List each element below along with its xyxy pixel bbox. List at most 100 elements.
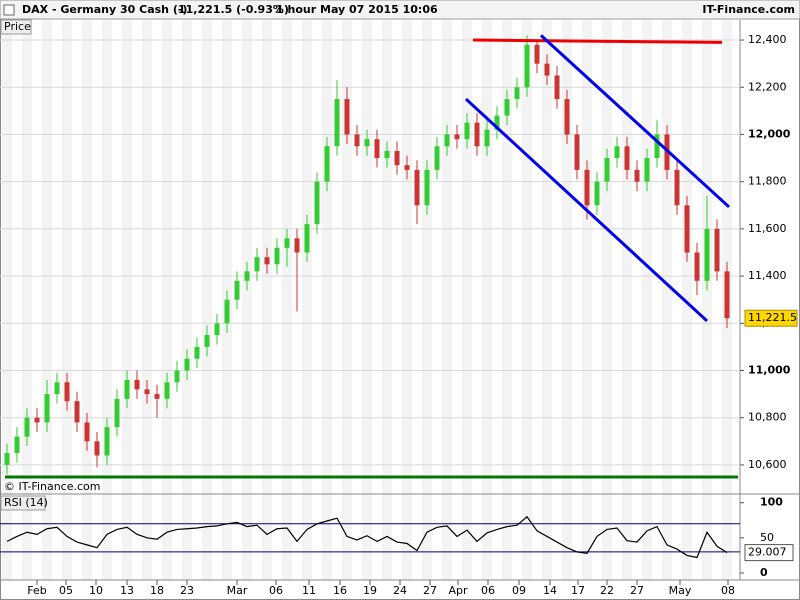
plot-layer: Feb 05 10 13 18 23 Mar 06 11 16 19 24 27 Apr 06 09 14 17 2… — [0, 20, 800, 597]
candle-body — [444, 134, 450, 147]
day-stripe — [622, 20, 632, 580]
candle-body — [54, 382, 60, 395]
candle-body — [684, 205, 690, 253]
x-tick-label: 24 — [393, 584, 407, 597]
candle-body — [94, 441, 100, 456]
candle-body — [574, 134, 580, 170]
y-tick-label: 12,000 — [748, 127, 791, 140]
day-stripe — [142, 20, 152, 580]
candle-body — [284, 238, 290, 248]
candle-body — [554, 75, 560, 100]
candle-body — [644, 158, 650, 182]
candle-body — [324, 146, 330, 182]
y-tick-label: 12,400 — [748, 33, 787, 46]
day-stripe — [362, 20, 372, 580]
day-stripe — [642, 20, 652, 580]
candle-body — [14, 436, 20, 454]
candle-body — [614, 146, 620, 159]
candle-body — [44, 394, 50, 423]
candle-body — [194, 346, 200, 359]
day-stripe — [162, 20, 172, 580]
candle-body — [124, 379, 130, 399]
candle-body — [384, 150, 390, 159]
trend-line — [539, 34, 731, 209]
candle-body — [454, 134, 460, 140]
x-tick-label: 18 — [150, 584, 164, 597]
y-tick-label: 10,600 — [748, 458, 787, 471]
candle-body — [24, 417, 30, 437]
candle-body — [164, 382, 170, 399]
panel-label: Price — [4, 20, 31, 33]
day-stripe — [302, 20, 312, 580]
x-tick-label: 19 — [363, 584, 377, 597]
trend-line — [472, 38, 723, 44]
y-tick-label: 11,400 — [748, 269, 787, 282]
candle-body — [214, 323, 220, 336]
x-tick-label: 08 — [721, 584, 735, 597]
x-tick-label: Feb — [27, 584, 46, 597]
candle-body — [634, 169, 640, 182]
day-stripe — [382, 20, 392, 580]
candle-body — [234, 280, 240, 300]
y-tick-label: 50 — [760, 531, 774, 544]
candle-body — [584, 169, 590, 206]
day-stripe — [82, 20, 92, 580]
day-stripe — [582, 20, 592, 580]
candle-body — [114, 398, 120, 428]
day-stripe — [322, 20, 332, 580]
candle-body — [304, 224, 310, 253]
panel-label: RSI (14) — [4, 496, 48, 509]
day-stripe — [422, 20, 432, 580]
candle-body — [374, 139, 380, 159]
candle-body — [204, 335, 210, 347]
candle-body — [394, 150, 400, 166]
interval: 1 hour — [276, 3, 317, 16]
day-stripe — [562, 20, 572, 580]
candle-body — [184, 358, 190, 371]
candle-body — [434, 146, 440, 170]
last-price-label: 11,221.5 — [748, 311, 797, 324]
day-stripe — [702, 20, 712, 580]
header-bar — [0, 0, 800, 20]
day-stripe — [542, 20, 552, 580]
candle-body — [694, 252, 700, 281]
x-tick-label: 05 — [59, 584, 73, 597]
candle-body — [84, 422, 90, 442]
day-stripe — [2, 20, 12, 580]
panel-tag — [0, 19, 32, 35]
day-stripe — [682, 20, 692, 580]
candle-body — [174, 370, 180, 383]
candle-body — [414, 169, 420, 206]
candle-body — [134, 379, 140, 390]
candle-body — [544, 63, 550, 76]
candle-body — [34, 417, 40, 423]
day-stripe — [522, 20, 532, 580]
day-stripe — [242, 20, 252, 580]
x-tick-label: 06 — [481, 584, 495, 597]
candle-body — [144, 389, 150, 395]
panel-tag — [0, 495, 46, 511]
candle-body — [524, 44, 530, 88]
candle-body — [314, 181, 320, 225]
candle-body — [74, 401, 80, 423]
candle-body — [654, 134, 660, 159]
candle-body — [674, 169, 680, 206]
x-tick-label: 16 — [333, 584, 347, 597]
day-stripe — [102, 20, 112, 580]
candle-body — [104, 427, 110, 456]
candle-body — [724, 271, 730, 319]
last-rsi-label: 29.007 — [748, 546, 787, 559]
candle-body — [594, 181, 600, 206]
candle-body — [354, 134, 360, 147]
brand: IT-Finance.com — [702, 3, 795, 16]
x-tick-label: May — [669, 584, 692, 597]
day-stripe — [502, 20, 512, 580]
y-tick-label: 11,000 — [748, 364, 791, 377]
y-tick-label: 100 — [760, 496, 783, 509]
candle-body — [64, 382, 70, 402]
menu-icon[interactable] — [3, 4, 15, 16]
x-tick-label: 23 — [180, 584, 194, 597]
day-stripe — [402, 20, 412, 580]
rsi-line — [6, 515, 728, 559]
